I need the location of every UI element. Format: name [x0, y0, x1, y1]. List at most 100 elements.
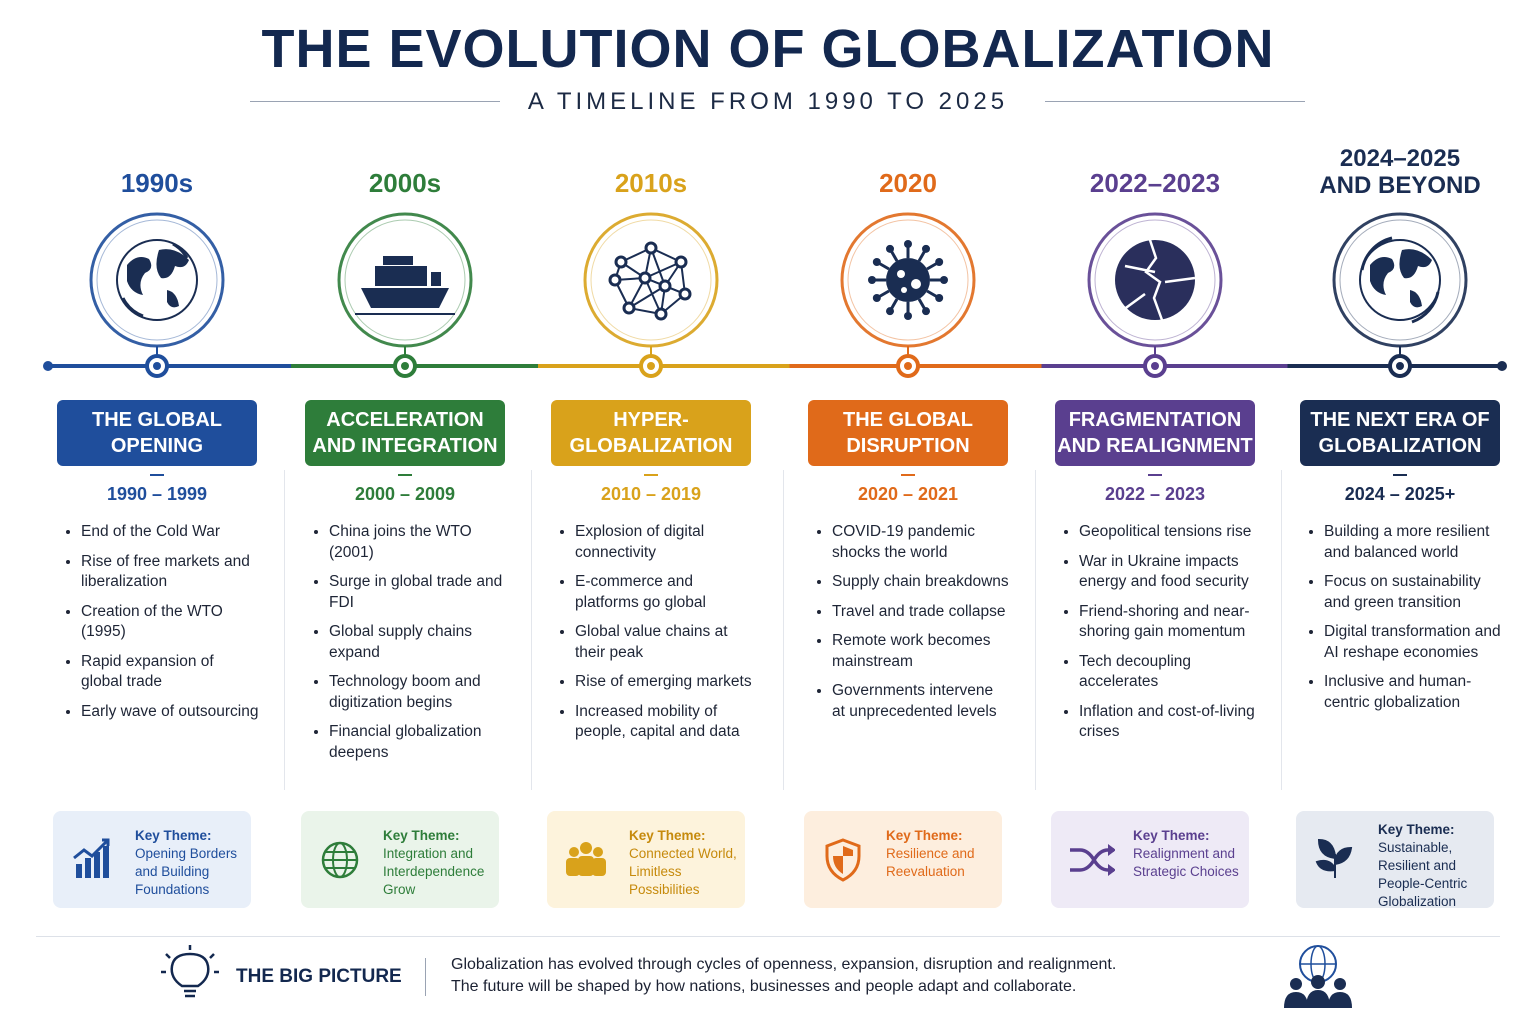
heading-dash [1393, 474, 1407, 476]
key-theme-label: Key Theme: [383, 828, 460, 843]
era-icon-part [654, 307, 668, 321]
era-icon-part [1370, 249, 1432, 308]
bullet-list: End of the Cold War Rise of free markets … [63, 522, 259, 731]
footer-people-part [1284, 945, 1352, 1008]
era-heading: FRAGMENTATION AND REALIGNMENT [1055, 400, 1255, 466]
key-theme-body: Integration and Interdependence Grow [383, 846, 485, 897]
timeline-node [1388, 354, 1412, 378]
key-theme: Key Theme: Opening Borders and Building F… [53, 811, 251, 908]
key-theme-icon-part [1070, 848, 1114, 872]
key-theme-icon-part [73, 838, 110, 878]
footer-people-part [1311, 975, 1325, 989]
bullet: Inclusive and human-centric globalizatio… [1324, 672, 1502, 713]
timeline-node-part [1396, 362, 1404, 370]
era-icon-part [375, 266, 427, 286]
heading-dash [398, 474, 412, 476]
bullet: COVID-19 pandemic shocks the world [832, 522, 1010, 563]
footer-bulb-part [161, 945, 219, 998]
era-icon-part [127, 249, 189, 308]
bullet: E-commerce and platforms go global [575, 572, 753, 613]
key-theme-label: Key Theme: [135, 828, 212, 843]
era-dates: 2022 – 2023 [1104, 484, 1206, 504]
era-icon [89, 212, 225, 356]
footer-bulb-part [170, 952, 210, 988]
bullet: Global supply chains expand [329, 622, 507, 663]
key-theme-icon-part [1108, 844, 1115, 876]
era-icon-part [628, 285, 666, 309]
key-theme-icon [825, 838, 861, 882]
bullet: Friend-shoring and near-shoring gain mom… [1079, 602, 1257, 643]
key-theme-icon-part [833, 846, 853, 874]
era-icon-part [872, 294, 881, 302]
era-icon-part [1339, 219, 1461, 341]
timeline-node [1143, 354, 1167, 378]
column-separator [1280, 470, 1282, 790]
era-icon [337, 212, 473, 356]
key-theme-icon [566, 842, 606, 876]
era-icon-part [614, 255, 628, 269]
era-icon [583, 212, 719, 356]
column-separator [531, 470, 532, 790]
key-theme-icon [1315, 838, 1353, 878]
timeline-end-part [1497, 361, 1507, 371]
bullet: Supply chain breakdowns [832, 572, 1010, 593]
era-icon-part [935, 294, 944, 302]
era-icon-part [904, 312, 912, 320]
key-theme-icon-part [73, 838, 110, 860]
key-theme: Key Theme: Connected World, Limitless Pos… [547, 811, 745, 908]
bullet: China joins the WTO (2001) [329, 522, 507, 563]
era-icon-part [901, 287, 907, 293]
key-theme-icon-part [580, 842, 592, 854]
key-theme-icon-part [592, 858, 606, 876]
era-icon-part [1122, 239, 1196, 321]
key-theme-text: Key Theme: Resilience and Reevaluation [886, 827, 998, 881]
era-period: 2020 [879, 168, 937, 198]
key-theme-icon-part [569, 847, 579, 857]
era-icon-part [1332, 212, 1468, 348]
key-theme-icon-part [566, 842, 606, 876]
era-icon-part [917, 298, 927, 311]
key-theme-text: Key Theme: Integration and Interdependenc… [383, 827, 495, 899]
era-icon-part [1094, 219, 1216, 341]
era-icon-part [922, 244, 930, 253]
era-icon-part [172, 242, 189, 259]
key-theme-body: Opening Borders and Building Foundations [135, 846, 238, 897]
heading-dash [150, 474, 164, 476]
key-theme-label: Key Theme: [1378, 822, 1455, 837]
era-icon-part [89, 212, 225, 348]
era-icon-part [622, 301, 636, 315]
title: THE EVOLUTION OF GLOBALIZATION [261, 19, 1275, 79]
era-icon-part [431, 272, 441, 286]
era-icon-part [337, 212, 473, 356]
key-theme-icon [321, 841, 359, 879]
footer-people-part [1284, 990, 1352, 1008]
era-icon-part [1359, 239, 1441, 321]
key-theme-icon [1070, 844, 1115, 876]
era-icon-part [1087, 212, 1223, 356]
key-theme-icon-part [103, 846, 109, 878]
bullet: Rise of emerging markets [575, 672, 753, 693]
era-period: 2022–2023 [1089, 168, 1221, 198]
key-theme-text: Key Theme: Sustainable, Resilient and Peo… [1378, 821, 1490, 911]
era-icon-part [96, 219, 218, 341]
timeline-node [639, 354, 663, 378]
bullet: Technology boom and digitization begins [329, 672, 507, 713]
timeline-end-part [43, 361, 53, 371]
era-icon-part [644, 241, 658, 255]
era-period: 2000s [368, 168, 442, 198]
key-theme-icon [1315, 838, 1353, 878]
bullet: Increased mobility of people, capital an… [575, 702, 753, 743]
bullet: Creation of the WTO (1995) [81, 602, 259, 643]
column-separator [1034, 470, 1036, 790]
bullet: End of the Cold War [81, 522, 259, 543]
bullet: Building a more resilient and balanced w… [1324, 522, 1502, 563]
footer-line: The future will be shaped by how nations… [451, 978, 1077, 995]
timeline-node-part [153, 362, 161, 370]
era-icon-part [121, 297, 144, 318]
footer-people [1284, 945, 1352, 1008]
key-theme-text: Key Theme: Opening Borders and Building F… [135, 827, 247, 899]
era-icon-part [116, 239, 198, 321]
bullet: Focus on sustainability and green transi… [1324, 572, 1502, 613]
era-period: 2010s [614, 168, 688, 198]
